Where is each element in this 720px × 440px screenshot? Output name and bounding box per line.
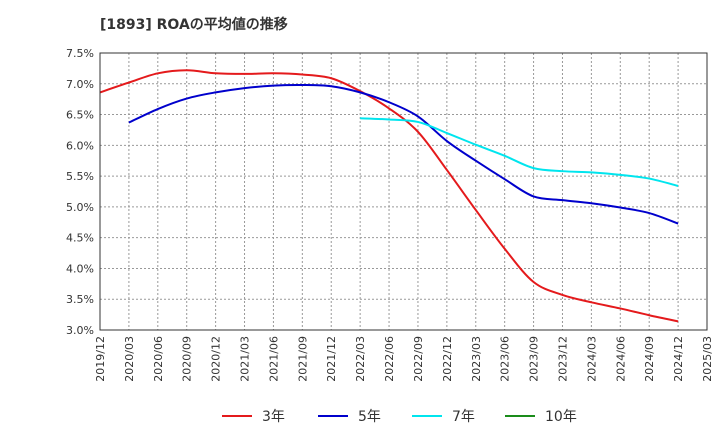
y-tick-label: 3.0% [66, 324, 94, 337]
legend-label: 7年 [452, 409, 475, 425]
y-tick-label: 7.0% [66, 78, 94, 91]
x-tick-label: 2024/03 [585, 336, 598, 382]
legend-item-1: 5年 [318, 404, 381, 428]
legend-swatch [222, 415, 252, 417]
x-tick-label: 2020/12 [210, 336, 223, 382]
x-tick-label: 2025/03 [701, 336, 714, 382]
plot-frame [99, 52, 708, 331]
y-tick-label: 6.5% [66, 109, 94, 122]
x-tick-label: 2019/12 [94, 336, 107, 382]
y-tick-label: 4.5% [66, 232, 94, 245]
x-tick-label: 2022/03 [354, 336, 367, 382]
legend-swatch [505, 415, 535, 417]
series-line-1 [128, 83, 679, 225]
y-tick-label: 7.5% [66, 47, 94, 60]
series-lines [99, 69, 679, 323]
x-tick-label: 2020/09 [181, 336, 194, 382]
series-line-0 [99, 69, 679, 323]
series-line-2 [360, 117, 679, 187]
x-tick-label: 2023/03 [470, 336, 483, 382]
legend-swatch [412, 415, 442, 417]
legend-item-0: 3年 [222, 404, 285, 428]
x-tick-label: 2020/03 [123, 336, 136, 382]
x-tick-label: 2024/06 [614, 336, 627, 382]
x-tick-label: 2024/12 [672, 336, 685, 382]
legend-label: 3年 [262, 409, 285, 425]
y-tick-label: 4.0% [66, 262, 94, 275]
y-tick-label: 5.5% [66, 170, 94, 183]
x-tick-label: 2020/06 [152, 336, 165, 382]
x-tick-label: 2021/09 [296, 336, 309, 382]
x-tick-label: 2022/09 [412, 336, 425, 382]
legend-label: 10年 [545, 409, 577, 425]
x-tick-label: 2023/12 [556, 336, 569, 382]
x-tick-label: 2022/12 [441, 336, 454, 382]
x-tick-label: 2023/09 [528, 336, 541, 382]
y-tick-label: 3.5% [66, 293, 94, 306]
legend-swatch [318, 415, 348, 417]
legend-item-3: 10年 [505, 404, 577, 428]
chart-title: [1893] ROAの平均値の推移 [100, 17, 288, 33]
x-tick-label: 2021/06 [267, 336, 280, 382]
x-tick-label: 2024/09 [643, 336, 656, 382]
y-tick-label: 5.0% [66, 201, 94, 214]
x-tick-label: 2021/03 [239, 336, 252, 382]
legend: 3年 5年 7年 10年 [0, 404, 720, 428]
x-tick-label: 2021/12 [325, 336, 338, 382]
y-tick-label: 6.0% [66, 139, 94, 152]
x-tick-label: 2022/06 [383, 336, 396, 382]
x-axis: 2019/12 2020/03 2020/06 2020/09 2020/12 2021/… [94, 336, 714, 382]
y-axis: 3.0% 3.5% 4.0% 4.5% 5.0% 5.5% 6.0% 6.5% 7.0% 7.5% [66, 47, 94, 337]
grid-lines [99, 52, 708, 331]
x-tick-label: 2023/06 [499, 336, 512, 382]
legend-label: 5年 [358, 409, 381, 425]
legend-item-2: 7年 [412, 404, 475, 428]
